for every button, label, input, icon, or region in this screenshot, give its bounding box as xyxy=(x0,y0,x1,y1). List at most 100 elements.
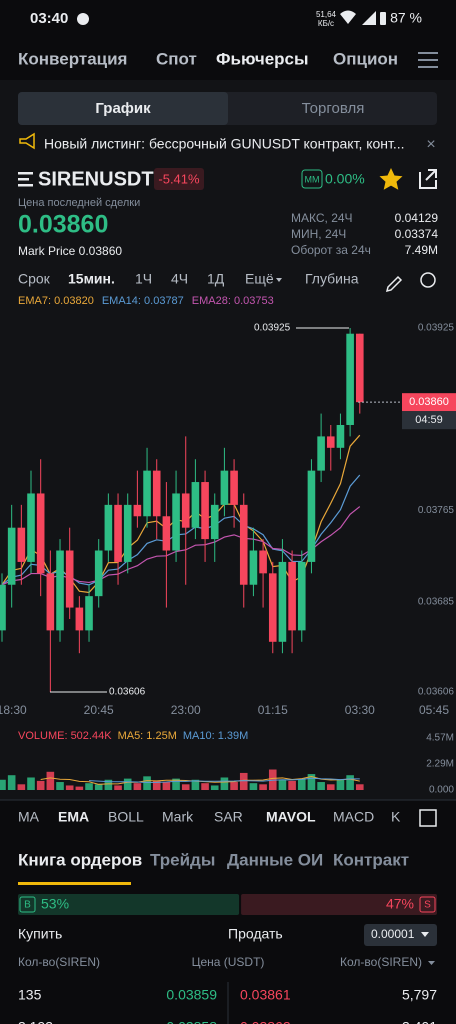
buy-ratio: 53% xyxy=(41,896,69,912)
interval[interactable]: 1Д xyxy=(207,271,225,287)
indicator-tab[interactable]: EMA xyxy=(58,809,89,825)
volume-bar xyxy=(210,785,219,790)
volume-ma-line xyxy=(89,777,360,783)
interval[interactable]: 4Ч xyxy=(171,271,188,287)
volume-bar xyxy=(181,784,190,790)
stat-value: 7.49M xyxy=(405,243,438,257)
volume-bar xyxy=(17,784,26,790)
interval[interactable]: 15мин. xyxy=(68,271,115,287)
volume-tick-label: 0.000 xyxy=(429,785,454,796)
candle-body xyxy=(201,482,209,540)
ask-qty: 3,401 xyxy=(402,1019,437,1024)
interval[interactable]: Срок xyxy=(18,271,51,287)
symbol[interactable]: SIRENUSDT xyxy=(38,168,154,190)
view-tab[interactable]: Торговля xyxy=(302,100,365,117)
candle-body xyxy=(85,596,93,631)
indicator-tab[interactable]: Mark xyxy=(162,809,194,825)
ema-legend: EMA7: 0.03820 xyxy=(18,295,94,307)
candle-body xyxy=(152,470,161,517)
volume-bar xyxy=(85,783,93,790)
candle-body xyxy=(239,504,248,585)
status-icon xyxy=(77,13,89,25)
side-sell: Продать xyxy=(228,926,283,942)
volume-bar xyxy=(56,782,64,790)
dropdown-icon xyxy=(276,278,282,282)
stat-label: Оборот за 24ч xyxy=(291,243,371,257)
volume-bar xyxy=(259,784,267,790)
indicator-tab[interactable]: K xyxy=(391,809,401,825)
indicator-tab[interactable]: MACD xyxy=(333,809,374,825)
top-tab[interactable]: Конвертация xyxy=(18,49,127,68)
volume-tick-label: 4.57M xyxy=(426,733,454,744)
candle-body xyxy=(104,504,113,551)
volume-bar xyxy=(220,777,229,790)
candle-body xyxy=(172,493,180,551)
chart-panel xyxy=(0,80,456,800)
candle-body xyxy=(36,493,45,574)
banner-icon xyxy=(19,132,35,150)
high-label: 0.03925 xyxy=(254,323,291,334)
book-tab[interactable]: Книга ордеров xyxy=(18,850,142,869)
menu-icon[interactable] xyxy=(18,172,33,187)
indicator-tab[interactable]: SAR xyxy=(214,809,243,825)
candle-body xyxy=(75,607,84,631)
y-tick-label: 0.03925 xyxy=(418,323,455,334)
status-time: 03:40 xyxy=(30,10,68,27)
column-header: Кол-во(SIREN) xyxy=(340,955,422,969)
volume-bar xyxy=(326,784,335,790)
candle-body xyxy=(114,504,122,562)
favorite-icon[interactable] xyxy=(379,168,403,190)
interval[interactable]: Глубина xyxy=(305,271,359,287)
ema-legend: EMA28: 0.03753 xyxy=(192,295,274,307)
interval[interactable]: 1Ч xyxy=(135,271,152,287)
indicator-tab[interactable]: MAVOL xyxy=(266,809,316,825)
book-tab[interactable]: Трейды xyxy=(150,850,215,869)
book-tab[interactable]: Данные ОИ xyxy=(227,850,323,869)
top-tab[interactable]: Спот xyxy=(156,49,197,68)
bid-qty: 135 xyxy=(18,987,42,1003)
last-price-tag xyxy=(402,393,456,412)
signal-icon xyxy=(362,11,376,25)
candle-body xyxy=(7,527,16,585)
last-price-label: Цена последней сделки xyxy=(18,197,140,209)
last-price: 0.03860 xyxy=(18,211,108,239)
low-label: 0.03606 xyxy=(109,687,146,698)
volume-bar xyxy=(346,775,354,790)
top-tab[interactable]: Опцион xyxy=(333,49,398,68)
tick-size-select[interactable] xyxy=(364,924,437,946)
volume-bar xyxy=(27,777,35,790)
column-header: Цена (USDT) xyxy=(192,955,265,969)
banner-close[interactable]: × xyxy=(426,136,435,153)
candle-body xyxy=(181,493,190,528)
x-tick-label: 03:30 xyxy=(345,703,375,717)
candle-body xyxy=(346,333,354,425)
tick-size[interactable]: 0.00001 xyxy=(371,927,415,941)
banner-text[interactable]: Новый листинг: бессрочный GUNUSDT контра… xyxy=(44,136,405,152)
x-tick-label: 20:45 xyxy=(84,703,114,717)
interval[interactable]: Ещё xyxy=(245,271,274,287)
volume-bar xyxy=(75,786,84,790)
candle-body xyxy=(94,550,103,597)
stat-value: 0.03374 xyxy=(395,227,439,241)
expand-icon[interactable] xyxy=(419,809,437,827)
y-tick-label: 0.03765 xyxy=(418,505,455,516)
indicator-tab[interactable]: MA xyxy=(18,809,40,825)
volume-bar xyxy=(0,779,6,790)
ask-price: 0.03862 xyxy=(240,1019,291,1024)
draw-icon[interactable] xyxy=(385,275,403,293)
volume-bar xyxy=(297,778,306,790)
settings-icon[interactable] xyxy=(418,52,438,68)
dropdown-icon xyxy=(428,961,435,965)
share-icon[interactable] xyxy=(419,169,437,189)
book-tab[interactable]: Контракт xyxy=(333,850,409,869)
top-tab[interactable]: Фьючерсы xyxy=(216,49,309,68)
indicator-tab[interactable]: BOLL xyxy=(108,809,144,825)
chart-settings-icon[interactable] xyxy=(420,272,436,288)
view-tab[interactable]: График xyxy=(95,100,151,117)
volume-bar xyxy=(191,779,200,790)
x-tick-label: 23:00 xyxy=(171,703,201,717)
buy-badge-box xyxy=(19,896,36,913)
volume-ma-legend: MA5: 1.25M xyxy=(118,730,177,742)
candle-body xyxy=(355,333,364,403)
